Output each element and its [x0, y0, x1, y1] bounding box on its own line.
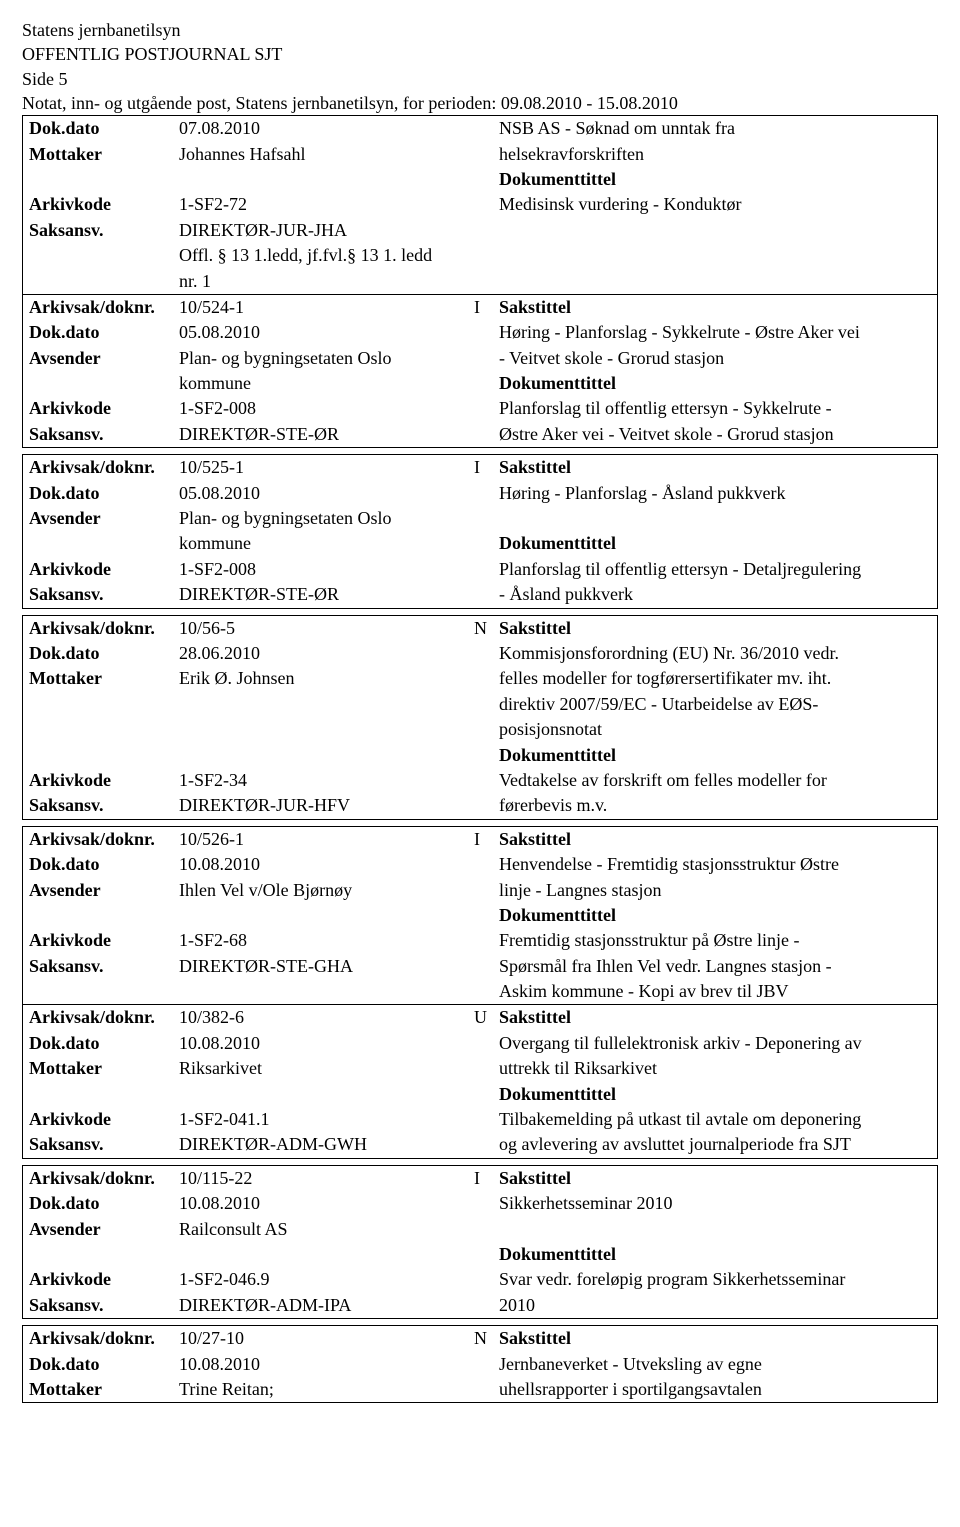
entries-list: Dok.dato07.08.2010NSB AS - Søknad om unn…: [22, 115, 938, 1403]
page-number: Side 5: [22, 67, 938, 91]
period-line: Notat, inn- og utgående post, Statens je…: [22, 91, 938, 115]
journal-entry: Arkivsak/doknr.10/524-1ISakstittelDok.da…: [22, 295, 938, 448]
journal-entry: Arkivsak/doknr.10/115-22ISakstittelDok.d…: [22, 1165, 938, 1319]
journal-entry: Arkivsak/doknr.10/382-6USakstittelDok.da…: [22, 1005, 938, 1158]
journal-entry: Arkivsak/doknr.10/525-1ISakstittelDok.da…: [22, 454, 938, 608]
org-name: Statens jernbanetilsyn: [22, 18, 938, 42]
page-header: Statens jernbanetilsyn OFFENTLIG POSTJOU…: [22, 18, 938, 115]
journal-title: OFFENTLIG POSTJOURNAL SJT: [22, 42, 938, 66]
journal-entry: Arkivsak/doknr.10/27-10NSakstittelDok.da…: [22, 1325, 938, 1403]
journal-entry: Arkivsak/doknr.10/526-1ISakstittelDok.da…: [22, 826, 938, 1006]
journal-entry: Dok.dato07.08.2010NSB AS - Søknad om unn…: [22, 115, 938, 295]
journal-entry: Arkivsak/doknr.10/56-5NSakstittelDok.dat…: [22, 615, 938, 820]
